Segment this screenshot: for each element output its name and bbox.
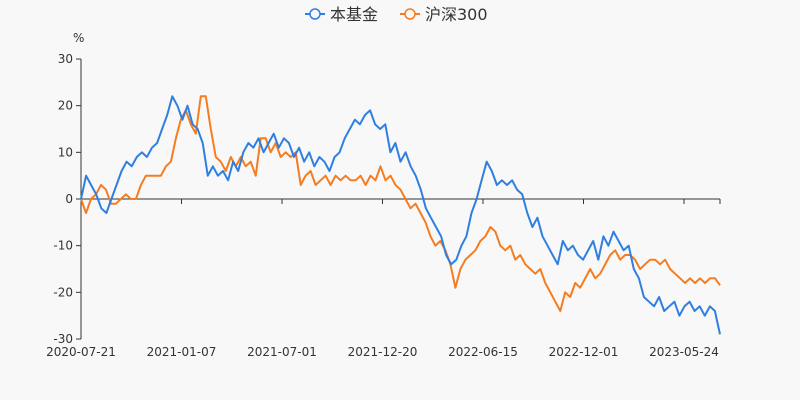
y-tick-label: 0: [65, 192, 73, 206]
x-tick-label: 2022-12-01: [549, 345, 619, 359]
y-tick-label: -20: [53, 285, 73, 299]
x-tick-label: 2020-07-21: [46, 345, 116, 359]
x-tick-label: 2021-01-07: [147, 345, 217, 359]
y-tick-label: -30: [53, 332, 73, 346]
series-line-fund: [80, 95, 721, 335]
series-lines: [80, 95, 721, 335]
y-tick-label: -10: [53, 239, 73, 253]
x-tick-label: 2021-12-20: [348, 345, 418, 359]
legend-item-csi300[interactable]: 沪深300: [400, 5, 488, 24]
y-axis-label: %: [73, 31, 84, 45]
legend-label: 本基金: [330, 5, 378, 24]
series-line-csi300: [80, 95, 721, 312]
legend-item-fund[interactable]: 本基金: [305, 5, 378, 24]
legend[interactable]: 本基金 沪深300: [305, 5, 488, 24]
legend-marker-icon: [404, 8, 416, 20]
y-tick-label: 30: [58, 52, 73, 66]
y-tick-label: 10: [58, 145, 73, 159]
x-tick-label: 2023-05-24: [649, 345, 719, 359]
legend-marker-icon: [309, 8, 321, 20]
legend-label: 沪深300: [425, 5, 488, 24]
y-tick-label: 20: [58, 99, 73, 113]
x-tick-label: 2022-06-15: [448, 345, 518, 359]
x-tick-label: 2021-07-01: [247, 345, 317, 359]
